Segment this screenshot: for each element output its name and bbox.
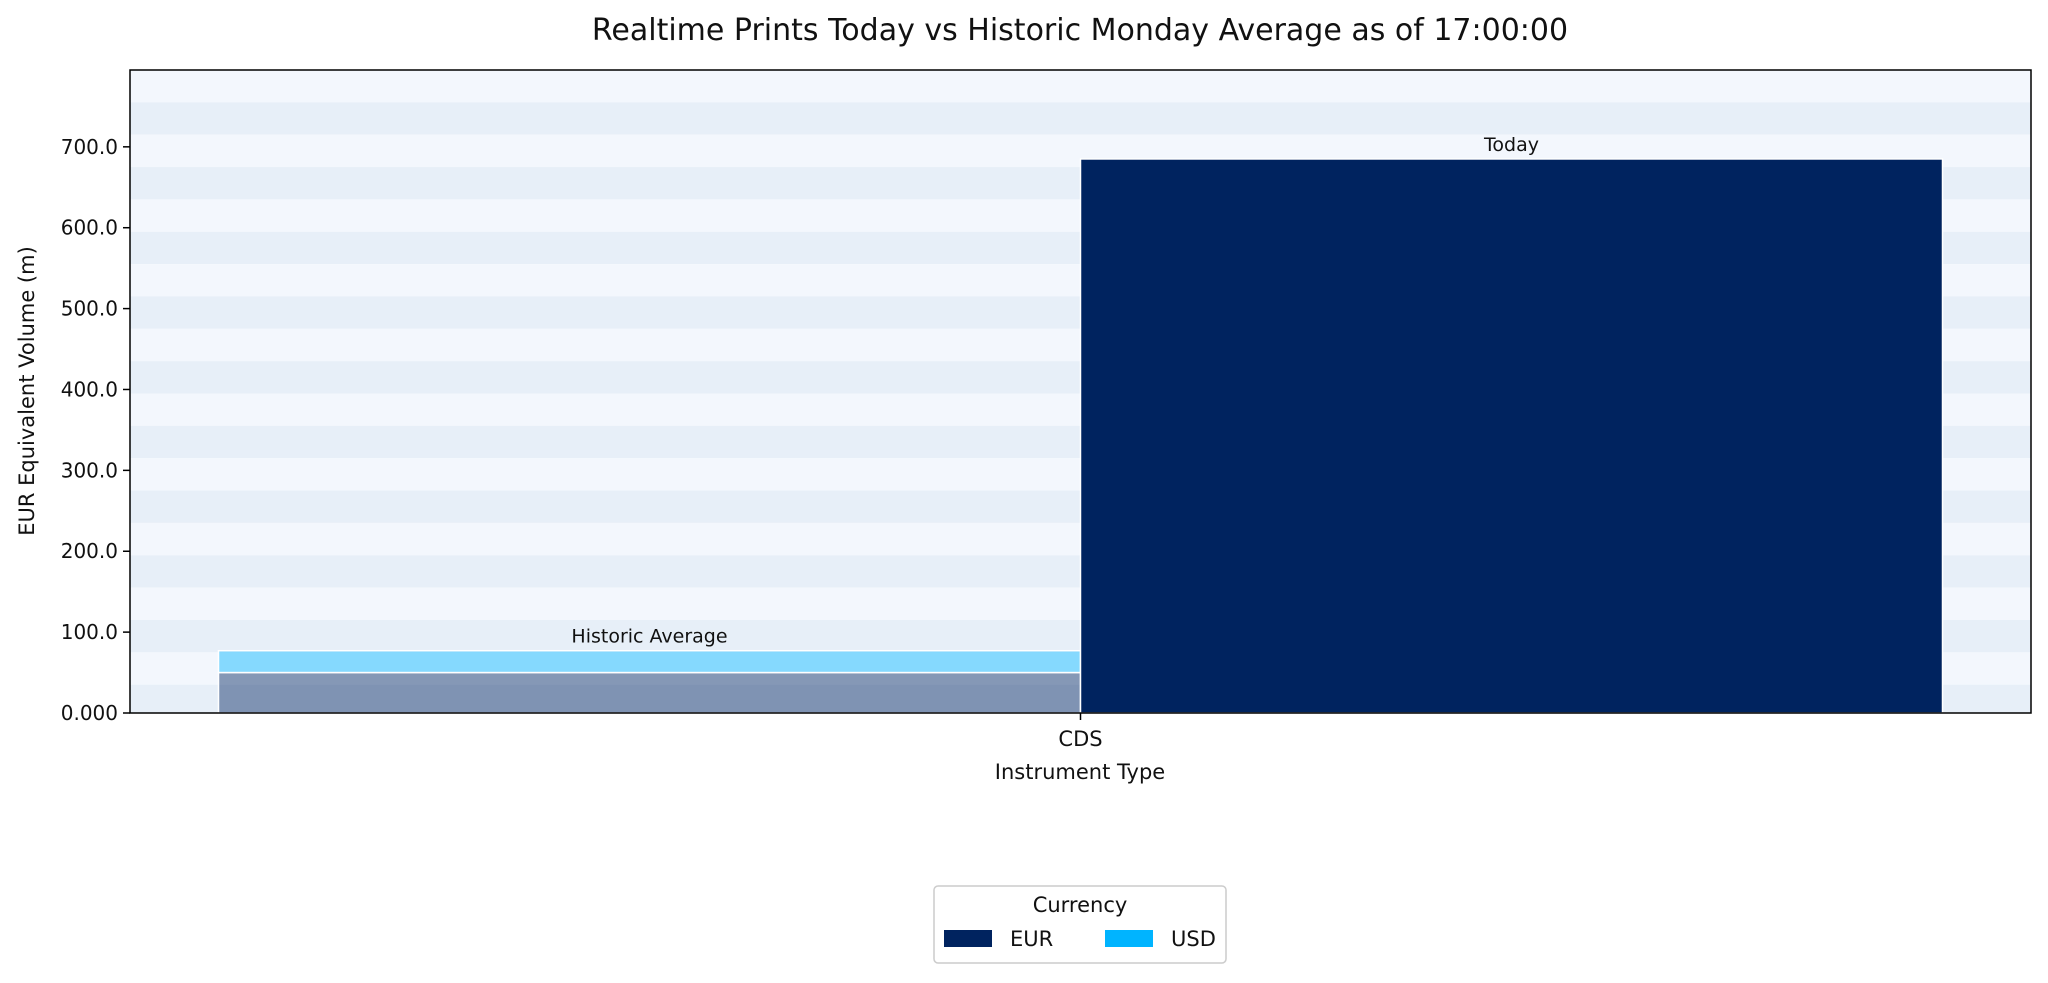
y-tick-label: 600.0 bbox=[61, 216, 118, 240]
legend-label-usd: USD bbox=[1171, 927, 1216, 951]
y-axis-ticks: 0.000 100.0 200.0 300.0 400.0 500.0 600.0 700.0 bbox=[61, 135, 130, 725]
legend-entries: EUR USD bbox=[944, 927, 1216, 951]
chart-title: Realtime Prints Today vs Historic Monday… bbox=[592, 13, 1568, 48]
bar-eur bbox=[1079, 158, 1944, 714]
x-axis-label: Instrument Type bbox=[995, 760, 1165, 784]
bar-label: Historic Average bbox=[571, 626, 727, 648]
bar-labels: Historic Average Today bbox=[571, 134, 1539, 648]
grid-band bbox=[130, 70, 2031, 103]
y-axis-label: EUR Equivalent Volume (m) bbox=[15, 246, 39, 536]
y-tick-label: 700.0 bbox=[61, 135, 118, 159]
legend-label-eur: EUR bbox=[1010, 927, 1053, 951]
y-tick-label: 400.0 bbox=[61, 377, 118, 401]
grid-band bbox=[130, 102, 2031, 135]
bars bbox=[217, 158, 1944, 714]
x-axis-ticks: CDS bbox=[1058, 713, 1103, 751]
legend-swatch-usd bbox=[1105, 930, 1153, 947]
y-tick-label: 300.0 bbox=[61, 458, 118, 482]
y-tick-label: 0.000 bbox=[61, 701, 118, 725]
legend-swatch-eur bbox=[944, 930, 992, 947]
bar-eur bbox=[217, 671, 1082, 714]
y-tick-label: 500.0 bbox=[61, 297, 118, 321]
bar-label: Today bbox=[1483, 134, 1539, 156]
legend-title: Currency bbox=[1033, 893, 1128, 917]
y-tick-label: 100.0 bbox=[61, 620, 118, 644]
bar-usd bbox=[217, 649, 1082, 674]
y-tick-label: 200.0 bbox=[61, 539, 118, 563]
x-tick-label: CDS bbox=[1058, 727, 1102, 751]
legend: Currency EUR USD bbox=[933, 885, 1227, 964]
